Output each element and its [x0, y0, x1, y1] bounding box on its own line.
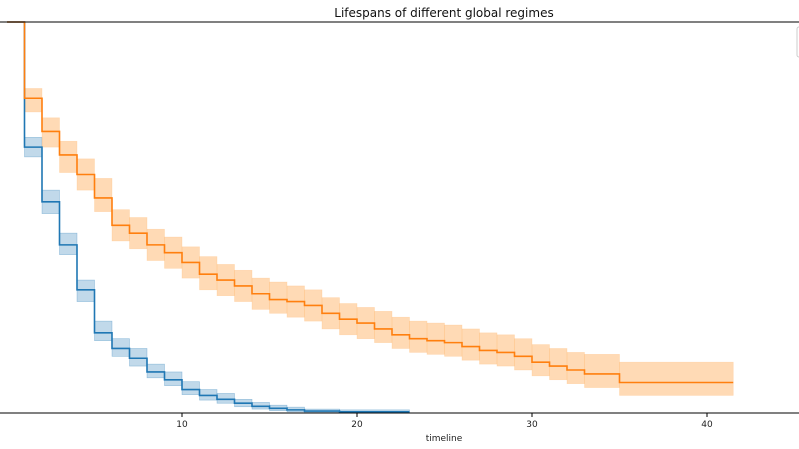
ci-band-segment: [549, 348, 568, 381]
x-tick-label: 30: [526, 420, 538, 430]
ci-band-segment: [59, 232, 78, 255]
ci-band-segment: [461, 328, 480, 361]
ci-band-segment: [479, 332, 498, 365]
ci-band-segment: [129, 348, 148, 367]
ci-band-segment: [619, 361, 734, 396]
x-tick-label: 10: [176, 420, 188, 430]
ci-band-segment: [76, 279, 95, 302]
ci-band-segment: [444, 324, 463, 357]
ci-band-segment: [181, 381, 200, 395]
ci-band-segment: [374, 311, 393, 343]
survival-lines: [7, 21, 734, 413]
ci-band-segment: [111, 338, 130, 357]
x-axis-label: timeline: [426, 434, 463, 444]
ci-band-segment: [24, 88, 43, 113]
confidence-bands: [24, 88, 734, 414]
ci-band-segment: [41, 117, 60, 148]
survival-step-line: [7, 21, 410, 413]
ci-band-segment: [94, 178, 113, 212]
ci-band-segment: [566, 352, 585, 384]
x-tick-label: 40: [701, 420, 713, 430]
ci-band-segment: [514, 338, 533, 371]
ci-band-segment: [199, 256, 218, 291]
ci-band-segment: [531, 344, 550, 377]
ci-band-segment: [496, 334, 515, 367]
axes: 10 20 30 40: [0, 21, 799, 430]
ci-band-segment: [426, 322, 445, 355]
ci-band-segment: [409, 320, 428, 353]
ci-band-segment: [584, 354, 620, 388]
ci-band-segment: [164, 371, 183, 386]
ci-band-segment: [94, 320, 113, 341]
survival-step-line: [7, 21, 734, 384]
ci-band-segment: [391, 316, 410, 349]
ci-band-segment: [59, 140, 78, 173]
ci-band-segment: [216, 393, 235, 404]
x-tick-label: 20: [351, 420, 363, 430]
ci-band-segment: [146, 363, 165, 379]
ci-band-segment: [269, 281, 288, 314]
chart-title: Lifespans of different global regimes: [334, 6, 553, 20]
